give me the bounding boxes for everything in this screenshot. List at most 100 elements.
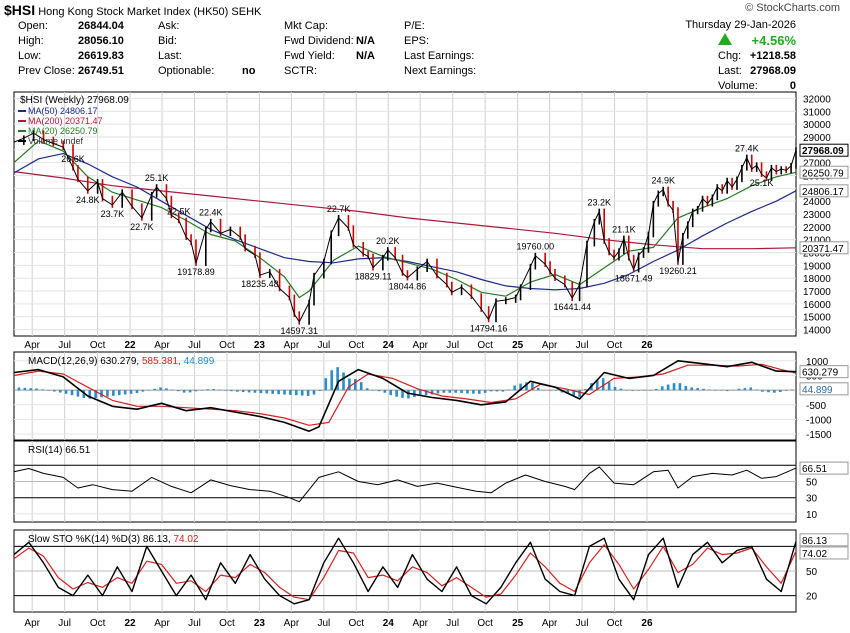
histogram-bar	[743, 388, 747, 391]
histogram-bar	[277, 390, 280, 395]
x-tick-label: Jul	[446, 340, 459, 351]
y-tick-label: 31000	[803, 107, 831, 118]
histogram-bar	[448, 390, 452, 393]
y-tick-label: 32000	[803, 94, 831, 105]
y-tick-label: -500	[806, 401, 826, 412]
histogram-bar	[194, 390, 198, 392]
histogram-bar	[708, 389, 711, 391]
watermark: © StockCharts.com	[745, 2, 840, 14]
legend-entry: $HSI (Weekly) 27968.09	[20, 95, 129, 106]
legend-entry: Slow STO %K(14) %D(3)	[28, 534, 140, 545]
price-annotation: 24.9K	[651, 176, 675, 186]
x-tick-label: Jul	[58, 618, 71, 629]
change-arrow-icon	[718, 33, 732, 48]
y-tick-label: 24000	[803, 197, 831, 208]
x-tick-label: 22	[125, 618, 137, 629]
histogram-bar	[188, 390, 192, 393]
y-tick-label: 30	[806, 494, 818, 505]
x-tick-label: 23	[254, 618, 266, 629]
x-tick-label: Jul	[188, 340, 201, 351]
histogram-bar	[542, 389, 546, 391]
x-tick-label: Apr	[284, 618, 300, 629]
x-tick-label: Oct	[219, 618, 235, 629]
x-tick-label: Oct	[349, 340, 365, 351]
x-tick-label: Apr	[154, 618, 170, 629]
legend-entry: RSI(14) 66.51	[28, 445, 91, 456]
histogram-bar	[141, 390, 145, 392]
value-tag: 24806.17	[802, 187, 844, 198]
histogram-bar	[737, 388, 741, 391]
histogram-bar	[283, 390, 286, 395]
histogram-bar	[519, 383, 522, 391]
histogram-bar	[761, 390, 764, 392]
volume-value: 0	[789, 80, 796, 92]
value-tag-box	[799, 382, 849, 396]
price-annotation: 23.7K	[101, 209, 125, 219]
x-tick-label: Oct	[607, 618, 623, 629]
histogram-bar	[324, 378, 328, 391]
histogram-bar	[182, 390, 186, 393]
x-tick-label: Oct	[477, 618, 493, 629]
histogram-bar	[655, 389, 658, 391]
value-tag: 44.899	[802, 385, 833, 396]
x-tick-label: Jul	[446, 618, 459, 629]
histogram-bar	[106, 390, 109, 397]
value-tag: 27968.09	[802, 146, 844, 157]
histogram-bar	[696, 388, 699, 391]
x-tick-label: Jul	[317, 340, 330, 351]
histogram-bar	[289, 390, 292, 395]
value-tag: 86.13	[802, 536, 827, 547]
panel-legend: Slow STO %K(14) %D(3) 86.13, 74.02	[28, 534, 199, 545]
exchange: SEHK	[231, 6, 262, 18]
histogram-bar	[265, 390, 269, 394]
y-tick-label: 27000	[803, 159, 831, 170]
legend-entry: 86.13,	[140, 534, 171, 545]
x-tick-label: 25	[512, 340, 524, 351]
histogram-bar	[584, 389, 587, 391]
price-annotation: 14794.16	[470, 323, 508, 333]
y-tick-label: 18000	[803, 274, 831, 285]
histogram-bar	[489, 390, 493, 392]
histogram-bar	[566, 390, 570, 395]
histogram-bar	[94, 390, 97, 398]
change-pct: +4.56%	[751, 33, 796, 48]
chg-value: +1218.58	[749, 50, 796, 62]
x-tick-label: 26	[641, 340, 653, 351]
value-tag: 26250.79	[802, 168, 844, 179]
histogram-bar	[619, 388, 623, 391]
histogram-bar	[383, 390, 387, 393]
histogram-bar	[631, 390, 635, 391]
histogram-bar	[235, 390, 239, 392]
histogram-bar	[271, 390, 274, 394]
histogram-bar	[230, 390, 233, 392]
index-name: Hong Kong Stock Market Index (HK50)	[38, 6, 229, 18]
price-annotation: 18044.86	[389, 282, 427, 292]
histogram-bar	[165, 388, 168, 391]
x-tick-label: 22	[125, 340, 137, 351]
x-tick-label: 24	[383, 340, 395, 351]
panel-legend: $HSI (Weekly) 27968.09	[20, 95, 129, 106]
histogram-bar	[525, 382, 528, 391]
histogram-bar	[678, 383, 682, 391]
field-label: Open:	[18, 20, 48, 32]
x-tick-label: Oct	[477, 340, 493, 351]
value-tag-box	[799, 143, 849, 157]
histogram-bar	[159, 387, 162, 391]
legend-entry: MA(200) 20371.47	[28, 116, 103, 126]
x-tick-label: Oct	[607, 340, 623, 351]
histogram-bar	[23, 387, 27, 391]
histogram-bar	[359, 382, 363, 391]
histogram-bar	[790, 389, 794, 391]
x-tick-label: 24	[383, 618, 395, 629]
y-tick-label: -1500	[806, 430, 832, 441]
histogram-bar	[224, 390, 227, 391]
legend-entry: MA(20) 26250.79	[28, 126, 98, 136]
sto-k-line	[13, 537, 797, 605]
field-value: N/A	[356, 50, 375, 62]
field-label: Fwd Dividend:	[284, 35, 354, 47]
histogram-bar	[548, 390, 552, 391]
histogram-bar	[64, 390, 68, 394]
price-annotation: 18671.49	[615, 274, 653, 284]
